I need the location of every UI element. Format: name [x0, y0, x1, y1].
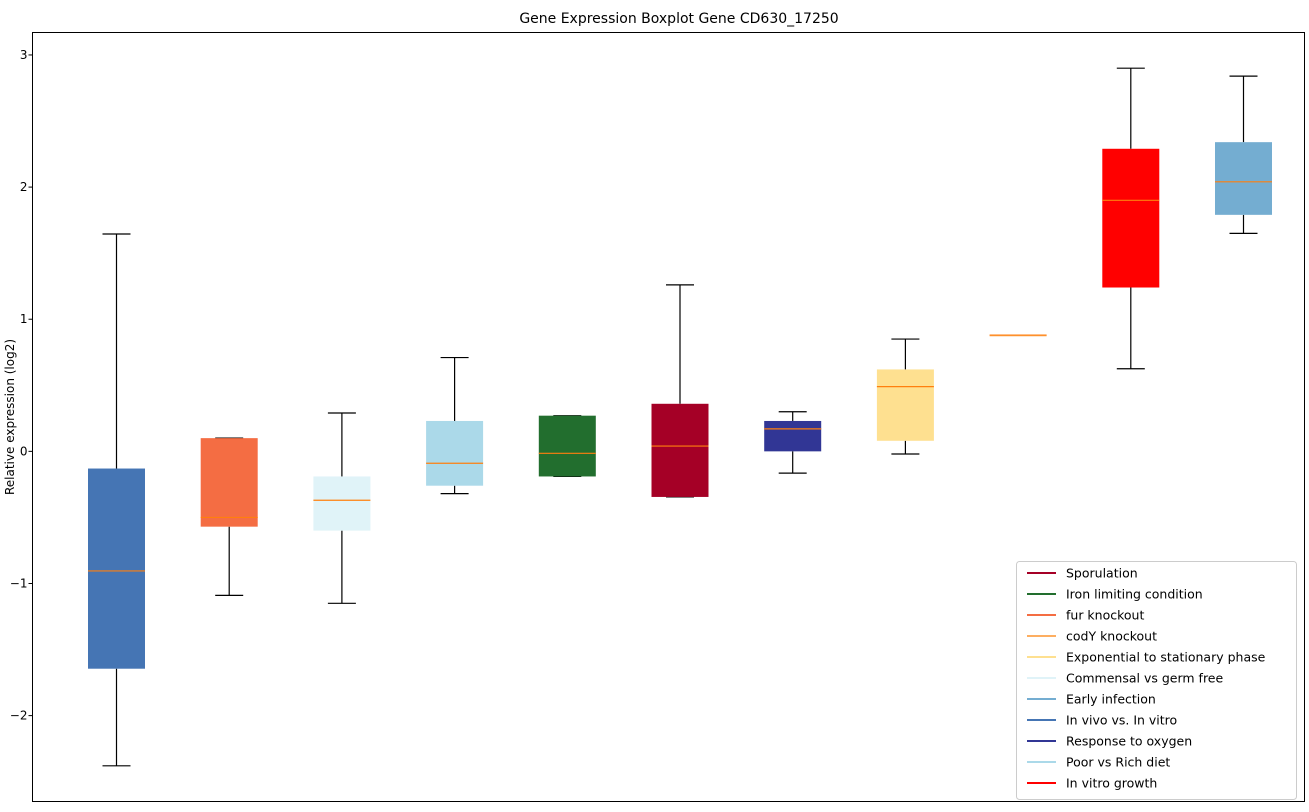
box-10: [1102, 67, 1160, 370]
y-tick-label: 1: [20, 312, 28, 326]
legend-entry: Response to oxygen: [1027, 734, 1192, 749]
legend-entry: In vivo vs. In vitro: [1027, 713, 1177, 728]
box-11: [1215, 75, 1272, 234]
legend-label: Commensal vs germ free: [1066, 671, 1223, 686]
box-2: [200, 437, 258, 596]
legend-label: In vivo vs. In vitro: [1066, 713, 1177, 728]
legend: Sporulation Iron limiting condition fur kn…: [1016, 561, 1297, 800]
box-body: [1215, 142, 1272, 215]
chart-title: Gene Expression Boxplot Gene CD630_17250: [519, 11, 838, 27]
legend-label: Early infection: [1066, 692, 1156, 707]
box-4: [426, 356, 484, 495]
legend-entry: fur knockout: [1027, 608, 1144, 623]
legend-entry: Commensal vs germ free: [1027, 671, 1223, 686]
legend-label: fur knockout: [1066, 608, 1144, 623]
box-8: [876, 338, 934, 455]
plot-frame: [32, 32, 1305, 802]
legend-entry: Early infection: [1027, 692, 1156, 707]
legend-label: Exponential to stationary phase: [1066, 650, 1266, 665]
legend-entry: Iron limiting condition: [1027, 587, 1203, 602]
y-axis-label: Relative expression (log2): [3, 339, 17, 495]
y-tick-label: −1: [10, 576, 28, 590]
legend-entry: Poor vs Rich diet: [1027, 755, 1170, 770]
y-tick-label: −2: [10, 709, 28, 723]
y-tick-label: 3: [20, 48, 28, 62]
legend-entry: Sporulation: [1027, 566, 1138, 581]
box-3: [313, 412, 371, 604]
legend-label: Response to oxygen: [1066, 734, 1192, 749]
box-1: [88, 233, 145, 767]
box-body: [764, 420, 822, 452]
legend-label: Iron limiting condition: [1066, 587, 1203, 602]
box-7: [764, 411, 822, 474]
legend-entry: In vitro growth: [1027, 776, 1157, 791]
legend-entry: codY knockout: [1027, 629, 1157, 644]
legend-label: Sporulation: [1066, 566, 1138, 581]
box-9: [989, 334, 1047, 337]
y-ticks: −2 −1 0 1 2 3: [10, 48, 33, 723]
legend-label: codY knockout: [1066, 629, 1157, 644]
legend-label: Poor vs Rich diet: [1066, 755, 1170, 770]
box-body: [426, 420, 484, 486]
box-body: [313, 476, 371, 531]
box-body: [876, 369, 934, 441]
boxes: [88, 67, 1272, 767]
legend-label: In vitro growth: [1066, 776, 1157, 791]
legend-frame: [1016, 561, 1297, 800]
box-body: [200, 438, 258, 527]
legend-entry: Exponential to stationary phase: [1027, 650, 1266, 665]
box-5: [538, 415, 596, 478]
box-body: [1102, 148, 1160, 288]
y-tick-label: 2: [20, 180, 28, 194]
y-tick-label: 0: [20, 444, 28, 458]
box-body: [538, 415, 596, 477]
box-body: [651, 403, 709, 497]
box-body: [88, 468, 145, 669]
box-6: [651, 284, 709, 498]
